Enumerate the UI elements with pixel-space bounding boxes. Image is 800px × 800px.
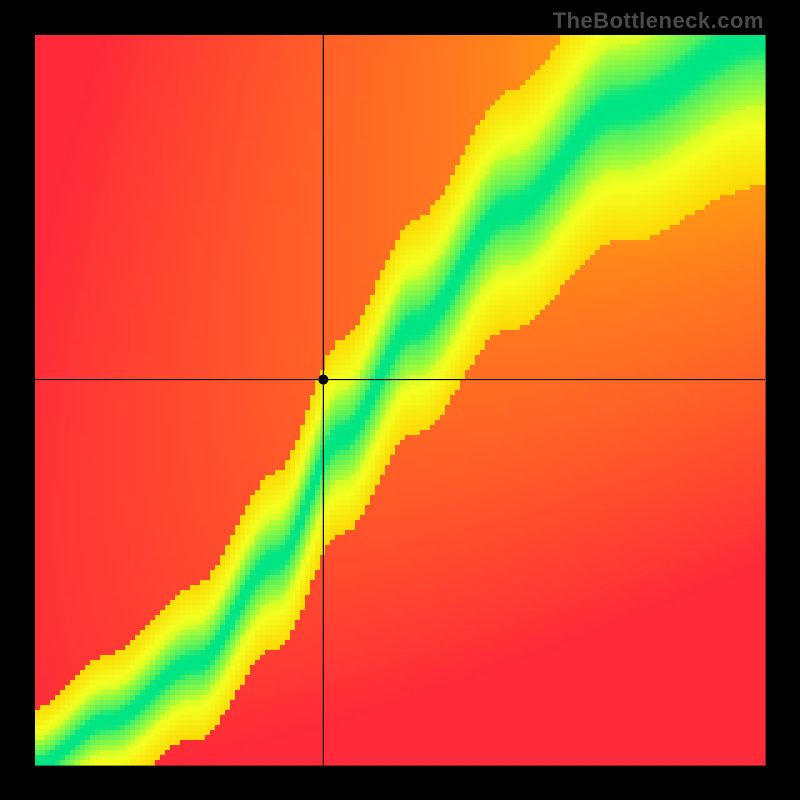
watermark-text: TheBottleneck.com <box>553 8 764 34</box>
chart-container: TheBottleneck.com <box>0 0 800 800</box>
heatmap-plot <box>0 0 800 800</box>
heatmap-cells <box>35 35 766 766</box>
crosshair-marker <box>318 375 328 385</box>
